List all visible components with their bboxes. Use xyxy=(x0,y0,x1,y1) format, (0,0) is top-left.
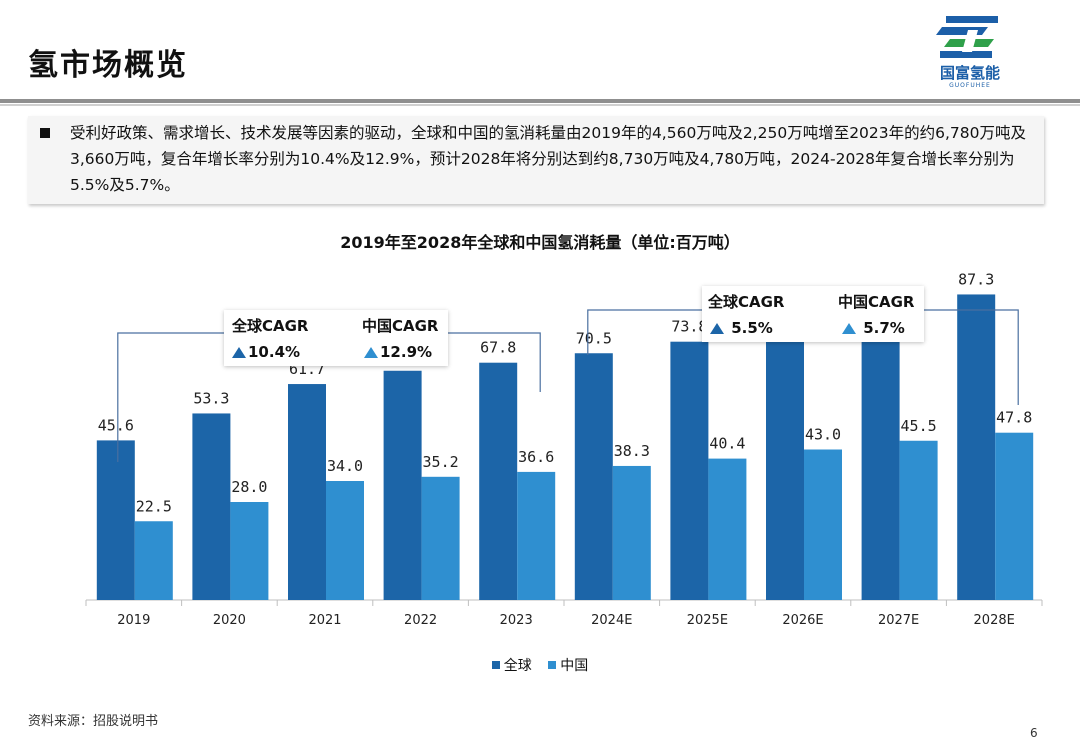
bracket-line-right-end xyxy=(924,309,1019,405)
up-triangle-icon xyxy=(364,347,378,358)
bar-global xyxy=(574,353,613,600)
bracket-line-right xyxy=(587,309,702,355)
data-label-china: 38.3 xyxy=(614,442,650,460)
bar-global xyxy=(96,440,135,600)
bar-global xyxy=(766,327,804,600)
up-triangle-icon xyxy=(232,347,246,358)
cagr-china-label: 中国CAGR xyxy=(838,293,915,311)
data-label-china: 22.5 xyxy=(136,497,172,515)
x-tick-label: 2020 xyxy=(213,613,246,628)
page-number: 6 xyxy=(1030,726,1038,740)
bar-china xyxy=(612,465,651,600)
bar-china xyxy=(326,481,364,600)
bracket-line-left xyxy=(117,332,224,462)
up-triangle-icon xyxy=(710,323,724,334)
cagr-global-number: 10.4% xyxy=(248,343,301,361)
data-label-global: 53.3 xyxy=(193,389,229,407)
bar-china xyxy=(995,432,1034,600)
chart-title: 2019年至2028年全球和中国氢消耗量（单位:百万吨） xyxy=(340,233,740,252)
x-tick-label: 2024E xyxy=(591,613,632,628)
data-label-china: 43.0 xyxy=(805,426,841,444)
bar-china xyxy=(899,440,938,600)
bar-global xyxy=(383,370,422,600)
legend-item-china: 中国 xyxy=(548,655,588,675)
header-divider-light xyxy=(0,104,1080,106)
cagr-global-label: 全球CAGR xyxy=(708,293,785,311)
data-label-china: 28.0 xyxy=(231,478,267,496)
chart-legend: 全球 中国 xyxy=(0,655,1080,675)
data-label-global: 45.6 xyxy=(98,416,134,434)
cagr-china-number: 12.9% xyxy=(380,343,433,361)
data-label-global: 87.3 xyxy=(958,270,994,288)
x-tick-label: 2021 xyxy=(308,613,341,628)
page-title: 氢市场概览 xyxy=(28,48,188,83)
data-label-global: 70.5 xyxy=(576,329,612,347)
up-triangle-icon xyxy=(842,323,856,334)
x-tick-label: 2019 xyxy=(117,613,150,628)
bar-global xyxy=(288,384,326,600)
bar-china xyxy=(230,502,269,600)
bar-global xyxy=(957,294,996,600)
data-label-china: 47.8 xyxy=(996,409,1032,427)
legend-item-global: 全球 xyxy=(491,655,532,675)
x-tick-label: 2022 xyxy=(404,613,437,628)
header-divider xyxy=(0,99,1080,103)
data-label-global: 73.8 xyxy=(671,318,707,336)
bar-global xyxy=(861,311,900,600)
logo-mark-icon xyxy=(936,16,998,58)
data-label-china: 35.2 xyxy=(423,453,459,471)
summary-box: 受利好政策、需求增长、技术发展等因素的驱动，全球和中国的氢消耗量由2019年的4… xyxy=(28,116,1044,204)
x-tick-label: 2025E xyxy=(687,613,728,628)
legend-swatch-china xyxy=(548,661,557,669)
legend-label-global: 全球 xyxy=(503,658,532,674)
bar-china xyxy=(804,449,842,600)
cagr-callout-2024-2028: 全球CAGR 中国CAGR 5.5% 5.7% xyxy=(702,286,924,342)
cagr-china-number: 5.7% xyxy=(863,319,905,337)
x-tick-label: 2027E xyxy=(878,613,919,628)
cagr-china-value: 12.9% xyxy=(364,343,432,361)
cagr-china-value: 5.7% xyxy=(842,319,905,337)
bar-china xyxy=(517,471,556,600)
bracket-line-left-end xyxy=(448,332,541,392)
cagr-global-number: 5.5% xyxy=(731,319,773,337)
bullet-icon xyxy=(40,128,50,138)
data-label-global: 67.8 xyxy=(480,339,516,357)
cagr-global-label: 全球CAGR xyxy=(232,317,309,335)
bar-global xyxy=(479,362,518,600)
data-label-china: 34.0 xyxy=(327,457,363,475)
company-logo: 国富氢能 GUOFUHEE xyxy=(928,12,1012,92)
cagr-global-value: 10.4% xyxy=(232,343,300,361)
logo-subtext: GUOFUHEE xyxy=(949,82,991,89)
source-note: 资料来源：招股说明书 xyxy=(28,714,159,729)
x-tick-label: 2028E xyxy=(974,613,1015,628)
cagr-callout-2019-2023: 全球CAGR 中国CAGR 10.4% 12.9% xyxy=(224,310,448,366)
x-tick-label: 2026E xyxy=(782,613,823,628)
legend-label-china: 中国 xyxy=(560,658,589,674)
data-label-china: 40.4 xyxy=(709,435,745,453)
legend-swatch-global xyxy=(491,661,500,669)
cagr-global-value: 5.5% xyxy=(710,319,773,337)
logo-text: 国富氢能 xyxy=(939,64,1000,82)
data-label-china: 45.5 xyxy=(901,417,937,435)
bar-global xyxy=(670,341,709,600)
data-label-china: 36.6 xyxy=(518,448,554,466)
bar-global xyxy=(192,413,231,600)
cagr-china-label: 中国CAGR xyxy=(362,317,439,335)
summary-text: 受利好政策、需求增长、技术发展等因素的驱动，全球和中国的氢消耗量由2019年的4… xyxy=(70,124,1027,194)
bar-china xyxy=(421,476,460,600)
x-tick-label: 2023 xyxy=(500,613,533,628)
bar-china xyxy=(134,521,173,600)
bar-china xyxy=(708,458,747,600)
